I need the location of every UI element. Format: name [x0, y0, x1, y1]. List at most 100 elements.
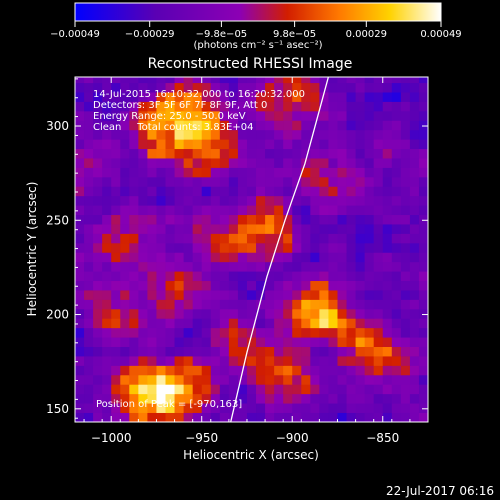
heatmap-cell	[382, 233, 393, 244]
heatmap-cell	[319, 129, 329, 140]
heatmap-cell	[93, 82, 103, 93]
heatmap-cell	[75, 242, 85, 253]
heatmap-cell	[409, 271, 420, 282]
heatmap-cell	[228, 233, 239, 244]
heatmap-cell	[355, 403, 366, 413]
heatmap-cell	[355, 110, 366, 121]
heatmap-cell	[246, 167, 257, 178]
heatmap-cell	[328, 374, 338, 385]
heatmap-cell	[328, 365, 338, 376]
heatmap-cell	[310, 290, 320, 300]
heatmap-cell	[400, 176, 411, 187]
heatmap-cell	[192, 374, 203, 385]
heatmap-cell	[156, 384, 166, 395]
heatmap-cell	[337, 299, 347, 310]
heatmap-cell	[102, 393, 112, 404]
heatmap-cell	[246, 224, 257, 234]
heatmap-cell	[120, 308, 130, 319]
heatmap-cell	[192, 308, 203, 319]
heatmap-cell	[310, 195, 320, 206]
heatmap-cell	[337, 318, 347, 329]
heatmap-cell	[400, 308, 411, 319]
heatmap-cell	[310, 77, 320, 84]
heatmap-cell	[93, 120, 103, 131]
heatmap-cell	[138, 365, 148, 376]
heatmap-cell	[147, 252, 157, 263]
heatmap-cell	[228, 393, 239, 404]
heatmap-cell	[246, 92, 257, 102]
heatmap-cell	[310, 403, 320, 413]
heatmap-cell	[265, 77, 275, 84]
heatmap-cell	[328, 129, 338, 140]
heatmap-cell	[210, 82, 221, 93]
heatmap-cell	[174, 280, 185, 291]
heatmap-cell	[129, 77, 139, 84]
heatmap-cell	[93, 195, 103, 206]
heatmap-cell	[156, 214, 166, 225]
heatmap-cell	[201, 403, 212, 413]
heatmap-cell	[174, 318, 185, 329]
heatmap-cell	[138, 195, 148, 206]
heatmap-cell	[310, 139, 320, 150]
heatmap-cell	[355, 148, 366, 159]
heatmap-cell	[246, 271, 257, 282]
heatmap-cell	[328, 205, 338, 216]
heatmap-cell	[129, 224, 139, 234]
heatmap-cell	[201, 139, 212, 150]
heatmap-cell	[409, 308, 420, 319]
heatmap-cell	[373, 403, 384, 413]
heatmap-cell	[84, 158, 94, 168]
heatmap-cell	[391, 167, 402, 178]
heatmap-cell	[301, 337, 311, 347]
heatmap-cell	[364, 110, 375, 121]
heatmap-cell	[400, 374, 411, 385]
heatmap-cell	[75, 261, 85, 272]
heatmap-cell	[219, 384, 230, 395]
heatmap-cell	[319, 214, 329, 225]
heatmap-cell	[102, 242, 112, 253]
heatmap-cell	[174, 271, 185, 282]
heatmap-cell	[192, 403, 203, 413]
heatmap-cell	[237, 167, 248, 178]
heatmap-cell	[256, 403, 266, 413]
heatmap-cell	[228, 384, 239, 395]
heatmap-cell	[301, 403, 311, 413]
heatmap-cell	[201, 290, 212, 300]
heatmap-cell	[256, 242, 266, 253]
heatmap-cell	[418, 92, 428, 102]
heatmap-cell	[246, 403, 257, 413]
heatmap-cell	[364, 308, 375, 319]
heatmap-cell	[292, 356, 302, 366]
heatmap-cell	[183, 176, 194, 187]
heatmap-cell	[246, 242, 257, 253]
x-axis-label: Heliocentric X (arcsec)	[183, 448, 319, 462]
heatmap-cell	[84, 129, 94, 140]
heatmap-cell	[228, 101, 239, 112]
heatmap-cell	[228, 280, 239, 291]
heatmap-cell	[328, 337, 338, 347]
heatmap-cell	[292, 158, 302, 168]
heatmap-cell	[301, 356, 311, 366]
heatmap-cell	[292, 290, 302, 300]
heatmap-cell	[147, 261, 157, 272]
heatmap-cell	[237, 412, 248, 422]
heatmap-cell	[129, 167, 139, 178]
heatmap-cell	[183, 195, 194, 206]
heatmap-cell	[337, 167, 347, 178]
heatmap-cell	[400, 82, 411, 93]
heatmap-cell	[355, 139, 366, 150]
heatmap-cell	[246, 412, 257, 422]
heatmap-cell	[219, 148, 230, 159]
heatmap-cell	[201, 271, 212, 282]
heatmap-cell	[409, 280, 420, 291]
heatmap-cell	[391, 186, 402, 197]
heatmap-cell	[292, 139, 302, 150]
heatmap-cell	[364, 120, 375, 131]
heatmap-cell	[256, 205, 266, 216]
heatmap-cell	[391, 327, 402, 338]
heatmap-cell	[165, 82, 175, 93]
heatmap-cell	[328, 176, 338, 187]
heatmap-cell	[192, 337, 203, 347]
heatmap-cell	[165, 374, 175, 385]
heatmap-cell	[391, 318, 402, 329]
